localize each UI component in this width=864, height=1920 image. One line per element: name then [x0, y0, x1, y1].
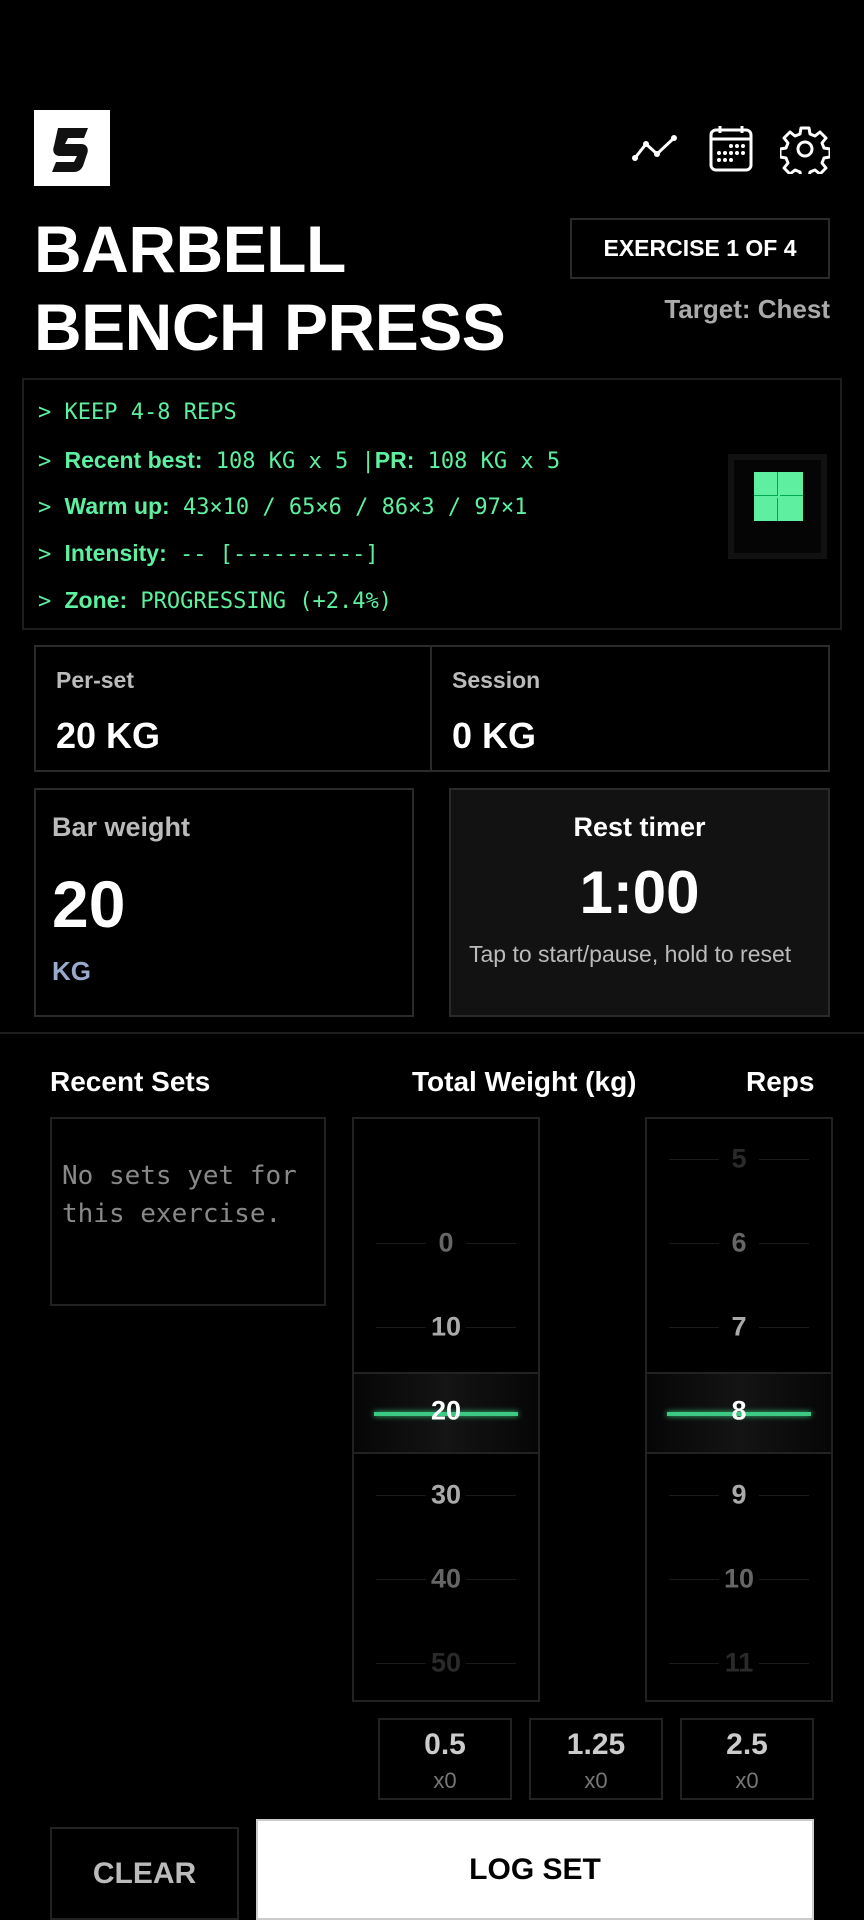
trend-line-icon[interactable]: [630, 124, 680, 174]
wheel-value[interactable]: 9: [731, 1479, 747, 1510]
wheel-tick: [466, 1327, 516, 1328]
app-logo: [34, 110, 110, 186]
badge-text: EXERCISE 1 OF 4: [603, 235, 797, 261]
wheel-tick: [669, 1159, 719, 1160]
wheel-tick: [669, 1495, 719, 1496]
wheel-value[interactable]: 30: [430, 1479, 462, 1510]
bar-weight-label: Bar weight: [52, 812, 191, 842]
weight-picker-wheel[interactable]: 0 10 20 30 40 50: [352, 1117, 540, 1702]
session-stat: Session 0 KG: [430, 645, 830, 772]
wheel-tick: [759, 1159, 809, 1160]
exercise-title: BARBELL BENCH PRESS: [34, 210, 506, 366]
clear-button[interactable]: CLEAR: [50, 1827, 239, 1920]
plate-icon: [754, 472, 803, 521]
terminal-line-reps: > KEEP 4-8 REPS: [38, 400, 237, 425]
reps-picker-wheel[interactable]: 5 6 7 8 9 10 11: [645, 1117, 833, 1702]
calendar-icon[interactable]: [706, 124, 756, 174]
rest-timer-label: Rest timer: [573, 812, 706, 842]
wheel-tick: [376, 1243, 426, 1244]
wheel-tick: [376, 1327, 426, 1328]
selection-indicator: [374, 1412, 518, 1416]
plate-button-1.25[interactable]: 1.25 x0: [529, 1718, 663, 1800]
wheel-tick: [669, 1663, 719, 1664]
wheel-value[interactable]: 6: [731, 1227, 747, 1258]
wheel-tick: [669, 1327, 719, 1328]
gear-icon[interactable]: [778, 124, 832, 180]
wheel-value[interactable]: 0: [438, 1227, 454, 1258]
wheel-tick: [376, 1579, 426, 1580]
plate-button-0.5[interactable]: 0.5 x0: [378, 1718, 512, 1800]
wheel-tick: [759, 1579, 809, 1580]
wheel-value[interactable]: 10: [723, 1563, 755, 1594]
wheel-value[interactable]: 7: [731, 1311, 747, 1342]
terminal-line-intensity: > Intensity: -- [----------]: [38, 540, 379, 567]
terminal-line-zone: > Zone: PROGRESSING (+2.4%): [38, 587, 393, 614]
exercise-progress-badge: EXERCISE 1 OF 4: [570, 218, 830, 279]
terminal-line-warmup: > Warm up: 43×10 / 65×6 / 86×3 / 97×1: [38, 493, 528, 520]
session-value: 0 KG: [452, 715, 537, 756]
wheel-tick: [376, 1495, 426, 1496]
bar-weight-value: 20: [52, 867, 126, 941]
session-label: Session: [452, 667, 541, 693]
plate-button-2.5[interactable]: 2.5 x0: [680, 1718, 814, 1800]
rest-timer-value: 1:00: [579, 859, 700, 926]
terminal-line-best: > Recent best: 108 KG x 5 |PR: 108 KG x …: [38, 447, 561, 474]
section-divider: [0, 1032, 864, 1034]
bar-weight-unit: KG: [52, 956, 91, 986]
wheel-value[interactable]: 10: [430, 1311, 462, 1342]
wheel-tick: [759, 1243, 809, 1244]
per-set-label: Per-set: [56, 667, 134, 693]
wheel-tick: [466, 1495, 516, 1496]
log-set-button[interactable]: LOG SET: [256, 1819, 814, 1920]
coach-terminal: > KEEP 4-8 REPS > Recent best: 108 KG x …: [22, 378, 842, 630]
selection-indicator: [667, 1412, 811, 1416]
wheel-tick: [376, 1663, 426, 1664]
recent-sets-header: Recent Sets: [50, 1066, 211, 1097]
title-line-2: BENCH PRESS: [34, 290, 506, 364]
bar-weight-card[interactable]: Bar weight 20 KG: [34, 788, 414, 1017]
wheel-value[interactable]: 5: [731, 1143, 747, 1174]
empty-sets-message: No sets yet for this exercise.: [62, 1161, 297, 1229]
wheel-value[interactable]: 11: [724, 1647, 754, 1678]
per-set-value: 20 KG: [56, 715, 161, 756]
wheel-tick: [669, 1243, 719, 1244]
per-set-stat: Per-set 20 KG: [34, 645, 432, 772]
rest-timer-card[interactable]: Rest timer 1:00 Tap to start/pause, hold…: [449, 788, 830, 1017]
recent-sets-list: No sets yet for this exercise.: [50, 1117, 326, 1306]
wheel-value[interactable]: 40: [430, 1563, 462, 1594]
s-logo-icon: [52, 128, 88, 172]
wheel-value[interactable]: 50: [430, 1647, 462, 1678]
wheel-tick: [466, 1243, 516, 1244]
title-line-1: BARBELL: [34, 212, 346, 286]
weight-header: Total Weight (kg): [412, 1066, 637, 1097]
target-muscle: Target: Chest: [664, 294, 830, 324]
wheel-tick: [466, 1663, 516, 1664]
reps-header: Reps: [746, 1066, 815, 1097]
wheel-tick: [759, 1327, 809, 1328]
wheel-tick: [466, 1579, 516, 1580]
wheel-tick: [669, 1579, 719, 1580]
rest-timer-hint: Tap to start/pause, hold to reset: [469, 941, 792, 967]
wheel-selected-value[interactable]: 8: [731, 1395, 747, 1426]
wheel-tick: [759, 1495, 809, 1496]
wheel-selected-value[interactable]: 20: [430, 1395, 462, 1426]
wheel-tick: [759, 1663, 809, 1664]
